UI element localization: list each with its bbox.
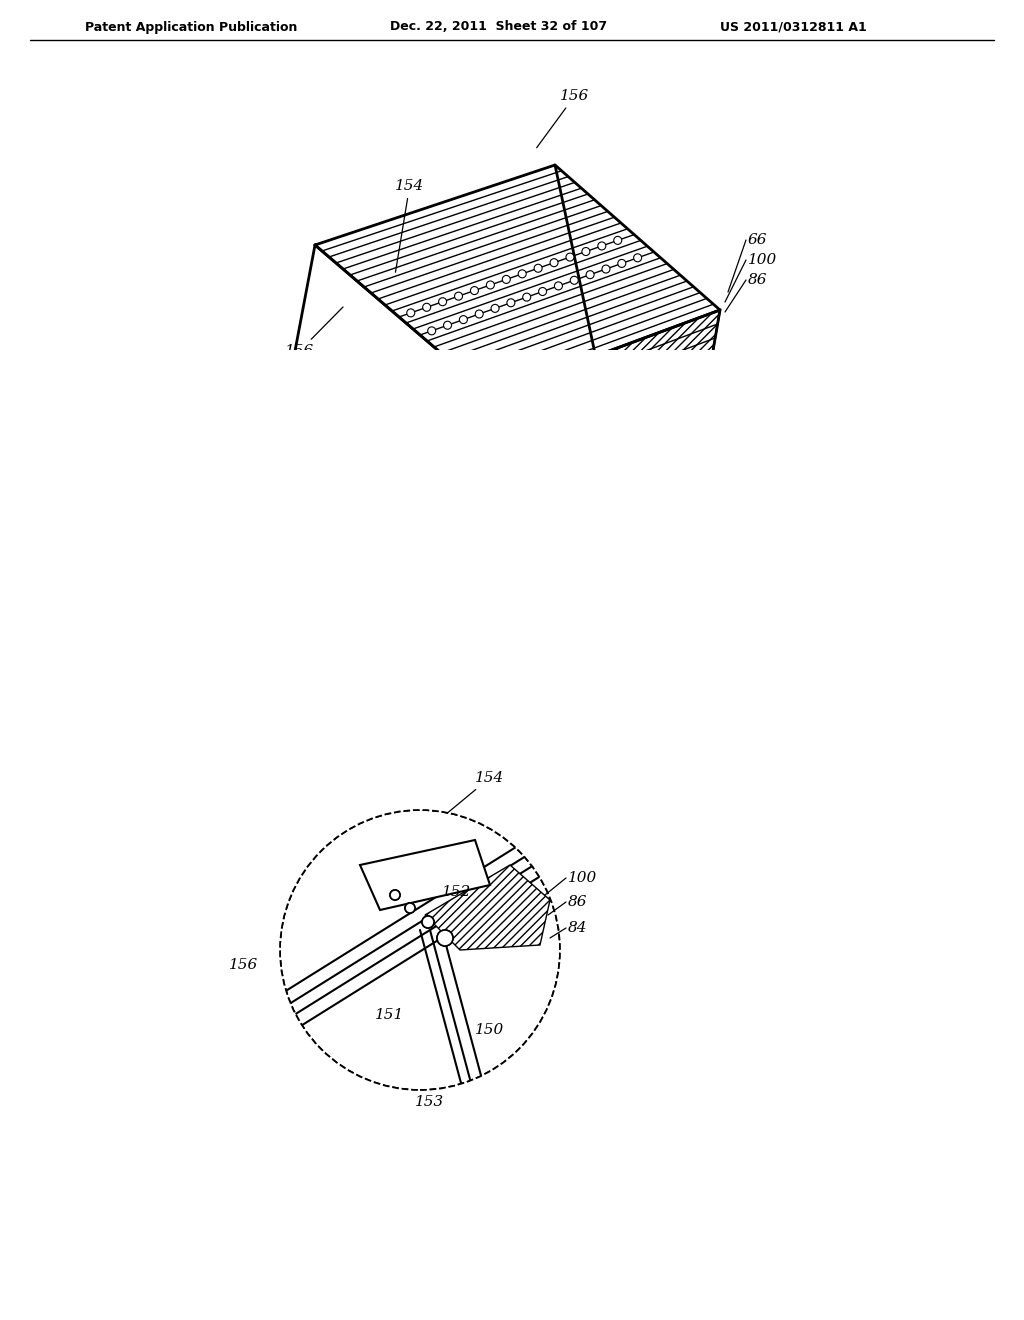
- Circle shape: [437, 931, 453, 946]
- Circle shape: [422, 916, 434, 928]
- Text: 86: 86: [568, 895, 588, 909]
- Polygon shape: [360, 840, 490, 909]
- Circle shape: [390, 890, 400, 900]
- Circle shape: [460, 315, 467, 323]
- Circle shape: [535, 264, 542, 272]
- Text: FIG. 45: FIG. 45: [388, 1114, 472, 1137]
- Text: US 2011/0312811 A1: US 2011/0312811 A1: [720, 21, 866, 33]
- Circle shape: [566, 253, 574, 261]
- Circle shape: [443, 321, 452, 329]
- Text: 150: 150: [513, 404, 574, 433]
- Circle shape: [486, 281, 495, 289]
- Text: 154: 154: [447, 771, 504, 813]
- Text: 152: 152: [442, 884, 471, 899]
- Text: 156: 156: [228, 958, 258, 972]
- Text: 156: 156: [285, 308, 343, 358]
- Polygon shape: [315, 165, 720, 395]
- Circle shape: [539, 288, 547, 296]
- Circle shape: [406, 903, 415, 913]
- Circle shape: [422, 916, 434, 928]
- Circle shape: [518, 269, 526, 277]
- Text: 100: 100: [748, 253, 777, 267]
- Circle shape: [437, 931, 453, 946]
- PathPatch shape: [0, 350, 1020, 1320]
- Text: (Inset AC): (Inset AC): [690, 721, 791, 739]
- Polygon shape: [485, 310, 720, 741]
- Text: Inset AM: Inset AM: [148, 576, 212, 589]
- Circle shape: [406, 903, 415, 913]
- Text: Patent Application Publication: Patent Application Publication: [85, 21, 297, 33]
- Circle shape: [582, 248, 590, 256]
- Circle shape: [407, 309, 415, 317]
- Circle shape: [570, 276, 579, 284]
- Circle shape: [423, 304, 431, 312]
- Circle shape: [470, 286, 478, 294]
- Text: ~84~: ~84~: [170, 623, 211, 638]
- Text: Dec. 22, 2011  Sheet 32 of 107: Dec. 22, 2011 Sheet 32 of 107: [390, 21, 607, 33]
- Text: (Inset AM): (Inset AM): [378, 1144, 482, 1162]
- Text: 154: 154: [395, 180, 424, 272]
- Circle shape: [455, 292, 463, 300]
- Text: 156: 156: [537, 88, 589, 148]
- Circle shape: [586, 271, 594, 279]
- Text: 150: 150: [475, 1023, 504, 1038]
- Circle shape: [503, 276, 510, 284]
- Text: 152: 152: [515, 444, 544, 457]
- Text: 86: 86: [748, 273, 768, 286]
- Polygon shape: [425, 865, 550, 950]
- Circle shape: [507, 298, 515, 306]
- Circle shape: [554, 282, 562, 290]
- Circle shape: [475, 310, 483, 318]
- Text: 66: 66: [748, 234, 768, 247]
- Circle shape: [550, 259, 558, 267]
- Circle shape: [428, 327, 435, 335]
- Text: 153: 153: [416, 1096, 444, 1109]
- Circle shape: [634, 253, 642, 261]
- Circle shape: [492, 305, 499, 313]
- Circle shape: [438, 298, 446, 306]
- Circle shape: [598, 242, 606, 249]
- Circle shape: [602, 265, 610, 273]
- Circle shape: [522, 293, 530, 301]
- Text: 151: 151: [376, 1008, 404, 1022]
- Circle shape: [390, 890, 400, 900]
- Text: FIG. 44: FIG. 44: [698, 689, 782, 711]
- Circle shape: [613, 236, 622, 244]
- Polygon shape: [248, 246, 490, 741]
- Text: 100: 100: [568, 871, 597, 884]
- Circle shape: [617, 260, 626, 268]
- Text: 84: 84: [568, 921, 588, 935]
